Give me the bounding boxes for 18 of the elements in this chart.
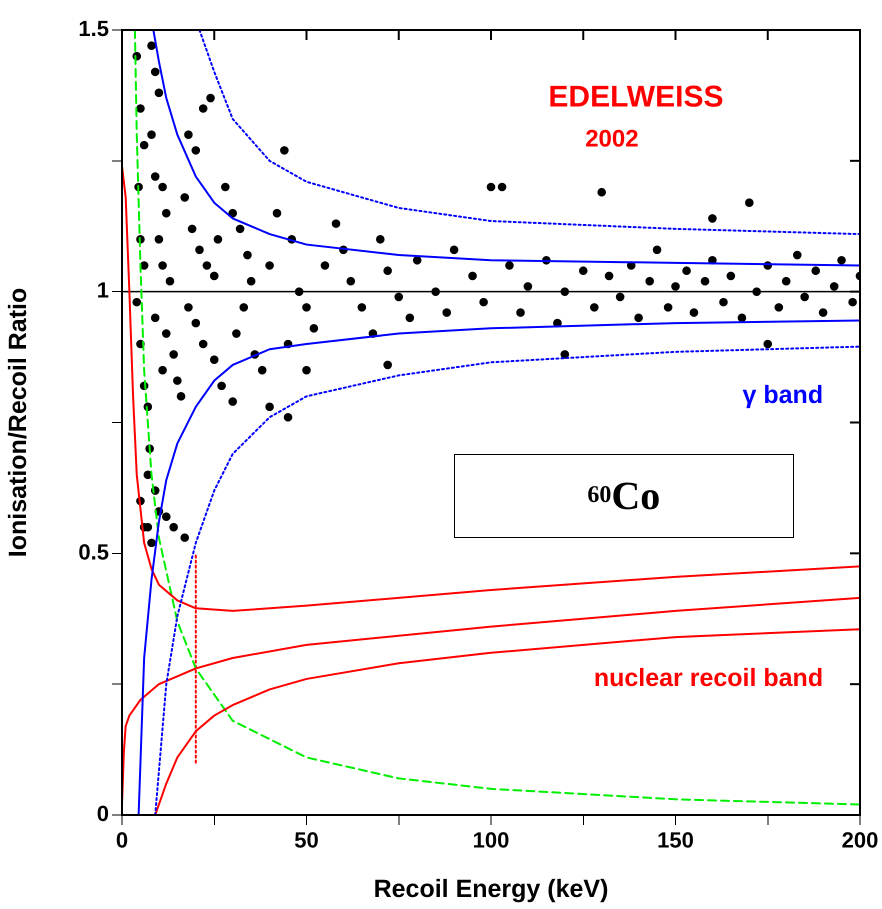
- y-tick-label: 1.5: [78, 16, 109, 42]
- annotation: 2002: [585, 126, 639, 153]
- line-series: [198, 30, 860, 236]
- x-tick-label: 50: [294, 827, 319, 852]
- x-tick-label: 150: [657, 827, 694, 852]
- x-axis-title: Recoil Energy (keV): [374, 874, 608, 903]
- x-tick-label: 200: [842, 827, 878, 852]
- line-series: [134, 30, 860, 806]
- y-tick-label: 1: [96, 278, 109, 303]
- y-axis-title: Ionisation/Recoil Ratio: [4, 288, 32, 558]
- y-tick-label: 0.5: [78, 539, 109, 564]
- y-tick-label: 0: [96, 801, 109, 826]
- x-tick-label: 100: [472, 827, 510, 852]
- annotation: EDELWEISS: [548, 80, 724, 114]
- text-box: $^{60}$Co: [454, 454, 794, 538]
- annotation: γ band: [742, 381, 824, 410]
- x-tick-label: 0: [116, 827, 128, 852]
- annotation: nuclear recoil band: [594, 664, 824, 692]
